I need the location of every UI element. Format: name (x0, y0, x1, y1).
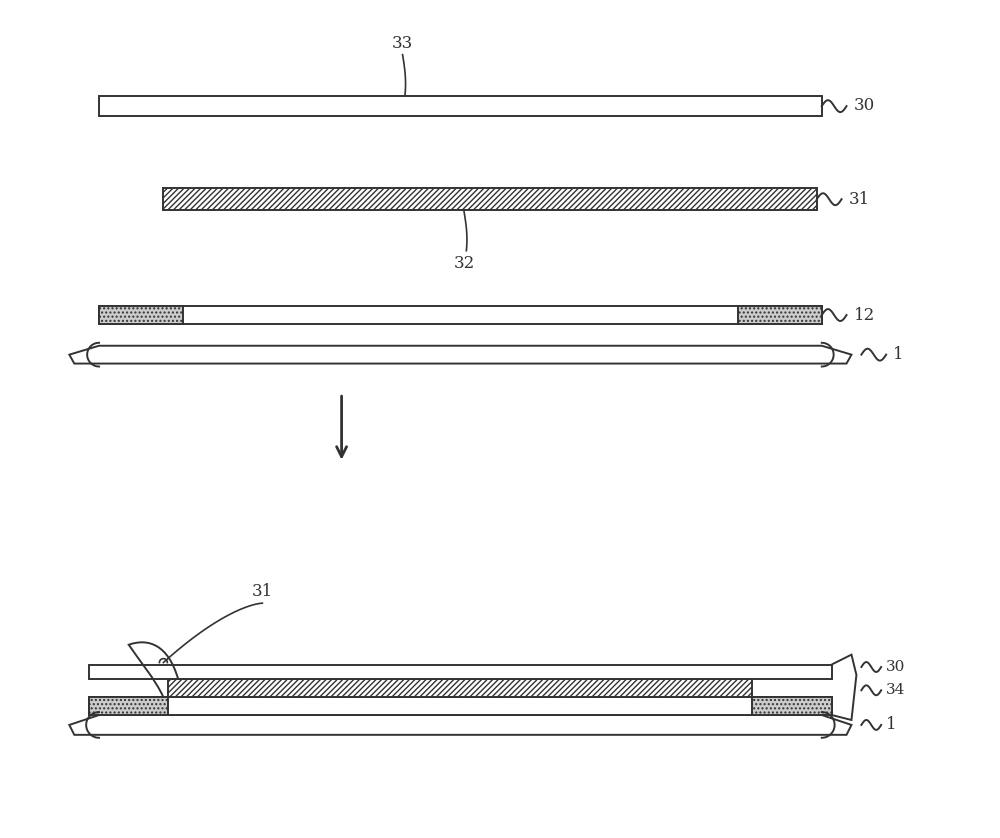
Polygon shape (99, 306, 183, 324)
Text: 34: 34 (886, 683, 905, 697)
Polygon shape (738, 306, 822, 324)
Polygon shape (752, 697, 832, 715)
Text: 30: 30 (853, 96, 875, 114)
Polygon shape (69, 715, 851, 735)
Text: 1: 1 (893, 346, 904, 363)
Polygon shape (89, 697, 168, 715)
Polygon shape (163, 189, 817, 210)
Polygon shape (89, 665, 832, 680)
Polygon shape (89, 697, 832, 715)
Text: 1: 1 (886, 716, 897, 733)
Text: 12: 12 (853, 307, 875, 323)
Polygon shape (99, 306, 822, 324)
Text: 33: 33 (392, 34, 413, 52)
Polygon shape (69, 346, 851, 364)
Text: 30: 30 (886, 660, 905, 674)
Text: 32: 32 (453, 255, 475, 272)
Polygon shape (99, 96, 822, 116)
Text: 31: 31 (252, 583, 273, 600)
Polygon shape (168, 680, 752, 697)
Text: 31: 31 (848, 191, 870, 208)
